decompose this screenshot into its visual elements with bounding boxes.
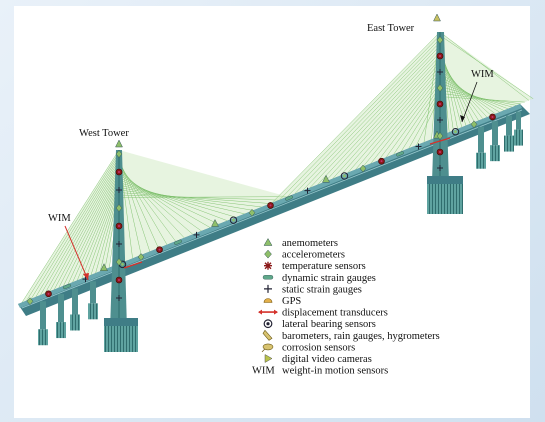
wim-west-arrowhead xyxy=(83,273,89,280)
legend-label: temperature sensors xyxy=(282,261,366,272)
legend-item-temperature: temperature sensors xyxy=(264,261,366,272)
legend-item-camera: digital video cameras xyxy=(264,354,372,365)
legend-label: digital video cameras xyxy=(282,354,372,365)
legend-wim-symbol: WIM xyxy=(252,366,275,377)
legend-item-accelerometer: accelerometers xyxy=(264,250,345,261)
legend-item-anemometer: anemometers xyxy=(263,237,338,249)
legend-label: corrosion sensors xyxy=(282,342,355,353)
legend-item-gps: GPS xyxy=(263,296,301,307)
legend-label: accelerometers xyxy=(282,250,345,261)
stay-cables xyxy=(21,31,534,303)
legend-label: weight-in motion sensors xyxy=(282,366,388,377)
legend-item-static-strain: static strain gauges xyxy=(264,284,362,295)
legend-label: displacement transducers xyxy=(282,308,388,319)
west-tower xyxy=(104,150,138,352)
legend-label: lateral bearing sensors xyxy=(282,319,376,330)
legend-item-barometer: barometers, rain gauges, hygrometers xyxy=(262,329,440,342)
legend-item-lateral-bearing: lateral bearing sensors xyxy=(263,319,376,330)
bridge-piers xyxy=(38,111,523,346)
legend-label: GPS xyxy=(282,296,301,307)
wim-east-label: WIM xyxy=(471,69,494,80)
wim-west-label: WIM xyxy=(48,213,71,224)
legend-item-corrosion: corrosion sensors xyxy=(261,342,355,353)
legend-item-displacement: displacement transducers xyxy=(258,308,388,319)
legend-label: barometers, rain gauges, hygrometers xyxy=(282,331,440,342)
wim-east-pointer xyxy=(461,81,478,123)
legend-label: static strain gauges xyxy=(282,284,362,295)
west-tower-label: West Tower xyxy=(79,128,129,139)
legend-label: dynamic strain gauges xyxy=(282,273,376,284)
legend-item-wim: WIM weight-in motion sensors xyxy=(252,366,388,377)
sensor-markers xyxy=(26,13,496,306)
wim-west-pointer xyxy=(64,225,89,281)
east-tower-label: East Tower xyxy=(367,23,415,34)
legend-label: anemometers xyxy=(282,238,338,249)
wim-east-arrowhead xyxy=(460,115,465,122)
legend-item-dynamic-strain: dynamic strain gauges xyxy=(262,273,376,284)
